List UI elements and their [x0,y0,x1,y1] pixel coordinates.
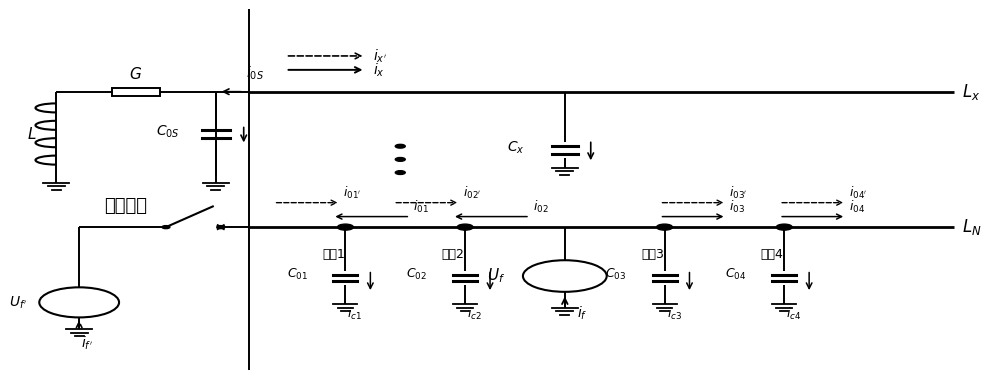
Text: $U_{f'}$: $U_{f'}$ [9,294,27,310]
Text: $i_x$: $i_x$ [373,61,385,78]
Circle shape [395,158,405,161]
Text: $C_{0S}$: $C_{0S}$ [156,124,180,140]
Text: $U_f$: $U_f$ [487,267,505,285]
Text: $G$: $G$ [129,66,143,81]
Text: $L$: $L$ [27,126,36,142]
Text: $i_{04}$: $i_{04}$ [849,199,865,215]
Circle shape [337,224,353,230]
Circle shape [457,224,473,230]
Text: $i_{f'}$: $i_{f'}$ [81,334,93,352]
Bar [112,88,160,96]
Text: $C_{04}$: $C_{04}$ [725,267,746,282]
Circle shape [162,226,170,229]
Text: 测点1: 测点1 [322,248,345,261]
Text: $C_{02}$: $C_{02}$ [406,267,427,282]
Text: $i_{01'}$: $i_{01'}$ [343,185,362,201]
Text: $i_{01}$: $i_{01}$ [413,199,429,215]
Text: $i_{c2}$: $i_{c2}$ [467,306,482,322]
Text: $i_{02'}$: $i_{02'}$ [463,185,481,201]
Text: $i_{0S}$: $i_{0S}$ [246,65,264,82]
Text: $i_f$: $i_f$ [577,304,587,322]
Text: $C_{01}$: $C_{01}$ [287,267,308,282]
Circle shape [776,224,792,230]
Text: $i_{02}$: $i_{02}$ [533,199,549,215]
Circle shape [217,226,225,229]
Text: 测点4: 测点4 [761,248,784,261]
Circle shape [657,224,673,230]
Circle shape [395,144,405,148]
Text: $C_x$: $C_x$ [507,140,525,156]
Text: 测点2: 测点2 [442,248,465,261]
Text: $i_{x'}$: $i_{x'}$ [373,47,387,65]
Text: 测点3: 测点3 [641,248,664,261]
Text: $L_x$: $L_x$ [962,82,980,102]
Text: $i_{c4}$: $i_{c4}$ [786,306,801,322]
Text: $L_N$: $L_N$ [962,217,981,237]
Text: $i_{03'}$: $i_{03'}$ [729,185,748,201]
Text: $i_{03}$: $i_{03}$ [729,199,745,215]
Text: 快速开关: 快速开关 [105,197,148,215]
Circle shape [395,171,405,174]
Text: $C_{03}$: $C_{03}$ [605,267,627,282]
Text: $i_{04'}$: $i_{04'}$ [849,185,867,201]
Text: $i_{c3}$: $i_{c3}$ [667,306,682,322]
Text: $i_{c1}$: $i_{c1}$ [347,306,362,322]
